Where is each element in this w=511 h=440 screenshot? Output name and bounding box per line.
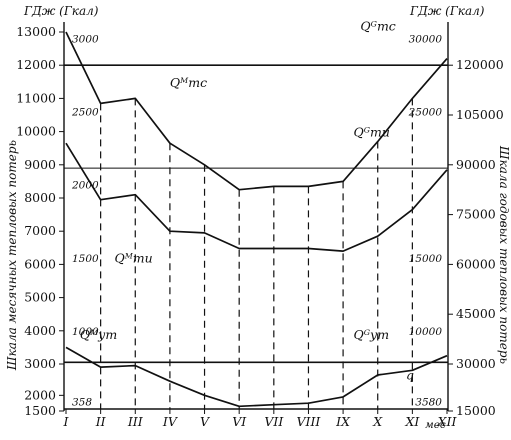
right-tick-label: 45000 <box>456 306 496 321</box>
x-tick-label: VIII <box>297 414 322 429</box>
left-gcal-label: 2000 <box>71 180 99 192</box>
annual-lines <box>64 64 448 364</box>
left-tick-label: 5000 <box>24 290 56 305</box>
x-tick-label: XII <box>437 414 458 429</box>
left-tick-label: 11000 <box>16 90 56 105</box>
ylabel-right: Шкала годовых тепловых потерь <box>497 145 511 364</box>
right-gcal-label: 10000 <box>409 326 443 338</box>
x-tick-label: IV <box>162 414 179 429</box>
right-tick-label: 60000 <box>456 256 496 271</box>
right-gcal-label: 3580 <box>415 397 442 409</box>
right-tick-label: 75000 <box>456 207 496 222</box>
chart-frame <box>63 22 449 411</box>
right-tick-label: 15000 <box>456 403 496 418</box>
x-unit-label: мес <box>425 419 446 431</box>
series-label: Qᴳти <box>353 125 389 140</box>
right-tick-label: 120000 <box>456 57 504 72</box>
right-tick-label: 30000 <box>456 356 496 371</box>
x-tick-label: V <box>200 414 211 429</box>
left-tick-label: 7000 <box>24 223 56 238</box>
x-tick-label: X <box>372 414 383 429</box>
right-gcal-label: 30000 <box>409 34 443 46</box>
left-tick-label: 2000 <box>24 387 56 402</box>
left-gcal-label: 1500 <box>72 253 99 265</box>
right-tick-label: 90000 <box>456 157 496 172</box>
left-tick-label: 6000 <box>24 256 56 271</box>
series-line <box>65 346 448 408</box>
left-gcal-label: 2500 <box>71 107 99 119</box>
left-tick-label: 12000 <box>16 57 56 72</box>
series-label: Qᴹут <box>80 327 117 342</box>
left-gcal-label: 3000 <box>72 34 99 46</box>
series-label: Qᴳут <box>353 327 389 342</box>
x-tick-label: VI <box>232 414 247 429</box>
series-line <box>65 142 448 252</box>
left-tick-label: 8000 <box>24 190 56 205</box>
left-tick-label: 3000 <box>24 356 56 371</box>
axis-ticks: 1500200030004000500060007000800090001000… <box>16 24 504 429</box>
ylabel-left: Шкала месячных тепловых потерь <box>5 140 19 371</box>
header-left: ГДж (Гкал) <box>23 4 99 18</box>
header-right: ГДж (Гкал) <box>409 4 485 18</box>
series-label: Qᴹтс <box>170 75 207 90</box>
x-tick-label: XI <box>404 414 420 429</box>
right-gcal-label: 15000 <box>409 253 443 265</box>
right-gcal-label: 25000 <box>408 107 443 119</box>
x-tick-label: VII <box>264 414 284 429</box>
left-tick-label: 10000 <box>16 124 56 139</box>
series-line <box>65 31 448 191</box>
series-label: Qᴹти <box>114 251 152 266</box>
x-tick-label: III <box>127 414 144 429</box>
annotations: Qᴳтс Qᴹтс Qᴳти Qᴹти Qᴹут Qᴳут q <box>80 18 414 382</box>
x-tick-label: II <box>95 414 107 429</box>
left-gcal-label: 358 <box>72 397 92 409</box>
left-tick-label: 4000 <box>24 323 56 338</box>
left-tick-label: 1500 <box>24 403 56 418</box>
left-tick-label: 9000 <box>24 157 56 172</box>
series-label: Qᴳтс <box>360 18 395 33</box>
corner-mark: q <box>406 368 414 383</box>
right-tick-label: 105000 <box>456 107 504 122</box>
x-tick-label: I <box>63 414 70 429</box>
month-drop-lines <box>100 98 413 409</box>
left-tick-label: 13000 <box>16 24 56 39</box>
left-gcal-label: 1000 <box>72 326 99 338</box>
monthly-series <box>65 31 448 408</box>
x-tick-label: IX <box>335 414 351 429</box>
